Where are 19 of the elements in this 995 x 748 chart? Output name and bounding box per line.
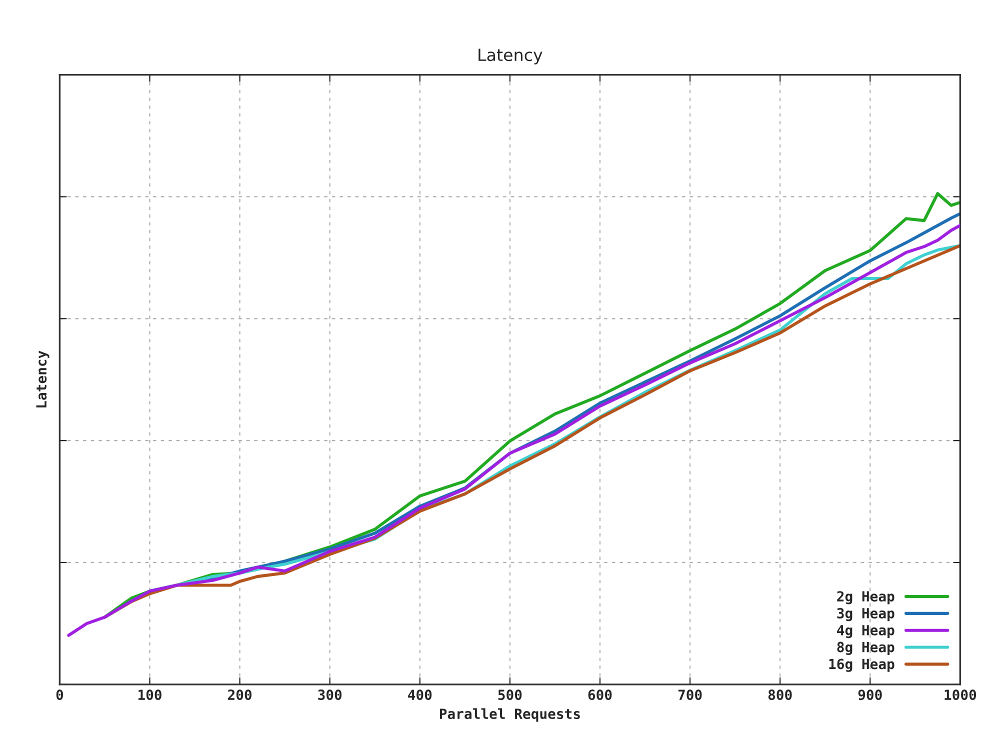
y-axis-title: Latency xyxy=(36,350,50,408)
legend-label: 3g Heap xyxy=(837,608,894,622)
legend-label: 4g Heap xyxy=(837,625,894,638)
x-tick-label: 900 xyxy=(858,690,882,700)
x-tick-label: 0 xyxy=(56,690,64,700)
legend-label: 16g Heap xyxy=(829,658,894,672)
x-tick-label: 100 xyxy=(138,690,162,700)
legend-label: 2g Heap xyxy=(837,591,894,604)
x-tick-label: 800 xyxy=(768,690,792,700)
x-tick-label: 700 xyxy=(678,690,702,700)
legend-label: 8g Heap xyxy=(837,642,894,656)
x-tick-label: 200 xyxy=(228,690,252,700)
x-tick-label: 300 xyxy=(318,690,342,700)
x-tick-label: 500 xyxy=(498,690,522,700)
x-tick-label: 600 xyxy=(588,690,612,700)
chart-title: Latency xyxy=(478,48,542,64)
x-tick-label: 1000 xyxy=(944,690,976,700)
x-tick-label: 400 xyxy=(408,690,432,700)
x-axis-title: Parallel Requests xyxy=(440,708,580,722)
